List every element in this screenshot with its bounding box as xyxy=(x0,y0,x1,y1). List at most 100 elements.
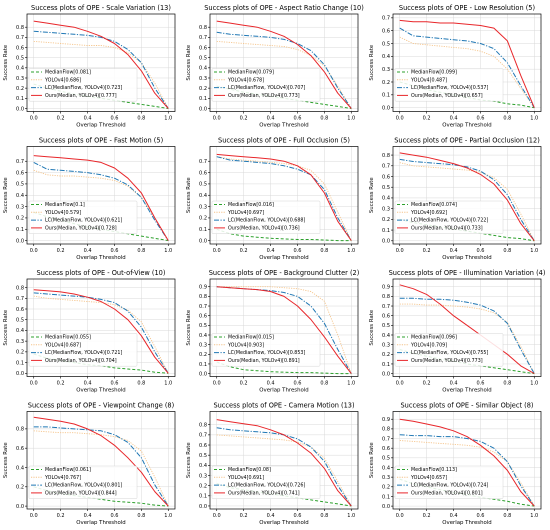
y-tick-label: 0.2 xyxy=(16,216,24,222)
y-tick-label: 0.1 xyxy=(382,494,390,500)
x-tick-label: 0.4 xyxy=(267,381,275,387)
subplot-title: Success plots of OPE - Camera Motion (13… xyxy=(213,402,354,410)
x-tick-label: 0.2 xyxy=(240,116,248,122)
subplot-title: Success plots of OPE - Out-of-View (10) xyxy=(37,269,166,277)
legend-box xyxy=(394,200,504,234)
y-tick-label: 0.4 xyxy=(382,333,390,339)
y-tick-label: 0.1 xyxy=(199,96,207,102)
x-tick-label: 0.4 xyxy=(84,381,92,387)
y-axis-label: Success Rate xyxy=(186,309,192,345)
legend-label: YOLOv4[0.687] xyxy=(44,342,81,348)
x-tick-label: 0.2 xyxy=(240,513,248,519)
legend-label: MedianFlow[0.079] xyxy=(228,70,274,76)
y-tick-label: 0.0 xyxy=(199,106,207,112)
y-tick-label: 0.3 xyxy=(382,475,390,481)
legend-label: LC(MedianFlow, YOLOv4)[0.707] xyxy=(228,85,305,91)
subplot-title: Success plots of OPE - Background Clutte… xyxy=(209,269,360,277)
x-tick-label: 0.2 xyxy=(57,248,65,254)
legend-label: Ours(Median, YOLOv4)[0.657] xyxy=(411,93,483,99)
y-axis-label: Success Rate xyxy=(369,309,375,345)
legend-label: MedianFlow[0.055] xyxy=(45,335,91,341)
subplot-5: Success plots of OPE - Full Occlusion (5… xyxy=(186,137,359,261)
legend-label: MedianFlow[0.015] xyxy=(228,335,274,341)
x-tick-label: 0.4 xyxy=(84,116,92,122)
legend-label: YOLOv4[0.657] xyxy=(410,475,447,481)
series-line-ours xyxy=(399,19,535,108)
series-line-ours xyxy=(216,153,352,241)
y-tick-label: 0.7 xyxy=(199,35,207,41)
x-tick-label: 1.0 xyxy=(164,381,172,387)
x-axis-label: Overlap Threshold xyxy=(442,520,491,526)
y-axis-label: Success Rate xyxy=(369,177,375,213)
series-line-ours xyxy=(399,418,535,507)
x-tick-label: 0.8 xyxy=(320,513,328,519)
x-tick-label: 0.8 xyxy=(320,248,328,254)
series-line-yolov4 xyxy=(399,303,535,374)
x-tick-label: 0.4 xyxy=(450,381,458,387)
y-tick-label: 0.2 xyxy=(16,350,24,356)
x-tick-label: 0.8 xyxy=(503,116,511,122)
series-line-yolov4 xyxy=(399,36,535,108)
legend-label: Ours(Median, YOLOv4)[0.741] xyxy=(228,490,300,496)
series-line-yolov4 xyxy=(216,156,352,241)
legend-label: YOLOv4[0.678] xyxy=(227,77,264,83)
y-tick-label: 0.9 xyxy=(382,285,390,291)
series-line-yolov4 xyxy=(33,169,169,241)
y-axis-label: Success Rate xyxy=(3,177,9,213)
x-tick-label: 1.0 xyxy=(347,248,355,254)
subplot-title: Success plots of OPE - Illumination Vari… xyxy=(389,269,546,277)
y-tick-label: 0.2 xyxy=(382,352,390,358)
series-line-ours xyxy=(216,286,352,374)
legend-label: LC(MedianFlow, YOLOv4)[0.537] xyxy=(411,85,488,91)
x-tick-label: 0.6 xyxy=(293,116,301,122)
y-axis-label: Success Rate xyxy=(369,442,375,478)
legend-label: YOLOv4[0.709] xyxy=(410,342,447,348)
series-line-lc xyxy=(33,30,169,109)
legend-box xyxy=(394,333,504,367)
y-tick-label: 0.2 xyxy=(382,485,390,491)
plot-frame xyxy=(209,13,359,112)
y-axis-label: Success Rate xyxy=(186,442,192,478)
x-tick-label: 0.4 xyxy=(450,116,458,122)
legend-label: Ours(Median, YOLOv4)[0.736] xyxy=(228,225,300,231)
series-line-lc xyxy=(33,292,169,374)
y-tick-label: 0.2 xyxy=(199,216,207,222)
legend-label: YOLOv4[0.903] xyxy=(227,342,264,348)
x-tick-label: 0.0 xyxy=(213,381,221,387)
plot-frame xyxy=(209,411,359,510)
subplot-2: Success plots of OPE - Aspect Ratio Chan… xyxy=(186,4,364,129)
subplot-8: Success plots of OPE - Background Clutte… xyxy=(186,269,359,394)
legend-label: YOLOv4[0.579] xyxy=(44,210,81,216)
x-tick-label: 1.0 xyxy=(347,513,355,519)
x-tick-label: 0.2 xyxy=(57,381,65,387)
x-tick-label: 0.8 xyxy=(503,513,511,519)
subplot-10: Success plots of OPE - Viewpoint Change … xyxy=(3,402,176,526)
x-tick-label: 0.2 xyxy=(423,116,431,122)
legend-label: YOLOv4[0.691] xyxy=(227,475,264,481)
legend-label: YOLOv4[0.697] xyxy=(227,210,264,216)
x-tick-label: 0.2 xyxy=(240,381,248,387)
y-tick-label: 0.7 xyxy=(199,159,207,165)
subplot-title: Success plots of OPE - Partial Occlusion… xyxy=(394,137,540,145)
x-tick-label: 1.0 xyxy=(164,513,172,519)
y-tick-label: 0.7 xyxy=(199,433,207,439)
y-tick-label: 0.8 xyxy=(199,423,207,429)
y-tick-label: 0.8 xyxy=(199,294,207,300)
y-tick-label: 0.6 xyxy=(16,446,24,452)
y-tick-label: 0.3 xyxy=(382,206,390,212)
series-line-lc xyxy=(216,156,352,241)
x-tick-label: 0.2 xyxy=(423,248,431,254)
plot-frame xyxy=(392,278,542,377)
x-tick-label: 0.0 xyxy=(213,116,221,122)
legend-label: MedianFlow[0.08] xyxy=(228,467,271,473)
legend-label: LC(MedianFlow, YOLOv4)[0.721] xyxy=(45,350,122,356)
legend-label: LC(MedianFlow, YOLOv4)[0.801] xyxy=(45,483,122,489)
y-tick-label: 0.0 xyxy=(16,504,24,510)
y-tick-label: 0.6 xyxy=(16,45,24,51)
legend-label: MedianFlow[0.099] xyxy=(411,70,457,76)
y-tick-label: 0.4 xyxy=(199,66,207,72)
x-tick-label: 0.8 xyxy=(503,248,511,254)
legend-label: LC(MedianFlow, YOLOv4)[0.723] xyxy=(45,85,122,91)
series-line-yolov4 xyxy=(33,430,169,507)
